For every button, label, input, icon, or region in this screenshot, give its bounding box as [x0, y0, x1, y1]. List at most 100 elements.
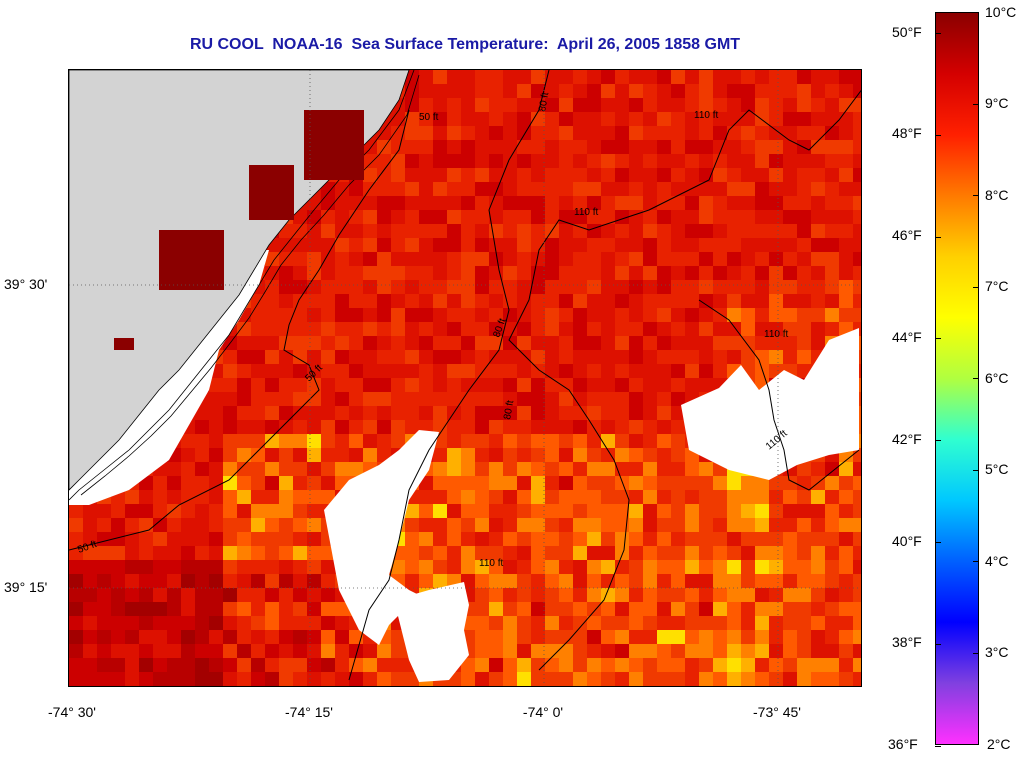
sst-cell [251, 518, 265, 532]
sst-cell [601, 504, 615, 518]
sst-cell [699, 490, 713, 504]
sst-cell [503, 616, 517, 630]
sst-cell [531, 602, 545, 616]
sst-cell [223, 490, 237, 504]
sst-cell [139, 602, 153, 616]
sst-cell [489, 84, 503, 98]
sst-cell [461, 140, 475, 154]
sst-cell [545, 98, 559, 112]
sst-cell [699, 672, 713, 686]
sst-cell [363, 434, 377, 448]
sst-cell [83, 588, 97, 602]
sst-cell [713, 168, 727, 182]
sst-cell [545, 294, 559, 308]
sst-cell [153, 672, 167, 686]
sst-cell [321, 364, 335, 378]
sst-cell [223, 672, 237, 686]
sst-cell [811, 182, 825, 196]
sst-cell [741, 336, 755, 350]
sst-cell [335, 252, 349, 266]
sst-cell [811, 238, 825, 252]
sst-cell [447, 126, 461, 140]
sst-cell [503, 602, 517, 616]
sst-cell [825, 182, 839, 196]
sst-cell [391, 266, 405, 280]
sst-cell [825, 616, 839, 630]
sst-cell [769, 336, 783, 350]
sst-cell [699, 280, 713, 294]
sst-cell [811, 280, 825, 294]
sst-cell [825, 504, 839, 518]
sst-cell [125, 574, 139, 588]
sst-cell [545, 392, 559, 406]
sst-cell [181, 672, 195, 686]
sst-cell [461, 294, 475, 308]
sst-cell [685, 588, 699, 602]
sst-cell [251, 462, 265, 476]
sst-cell [797, 168, 811, 182]
sst-cell [629, 392, 643, 406]
lat-label-3930: 39° 30' [4, 276, 48, 292]
sst-cell [825, 322, 839, 336]
sst-cell [517, 168, 531, 182]
sst-cell [769, 574, 783, 588]
sst-cell [195, 434, 209, 448]
sst-cell [559, 70, 573, 84]
sst-cell [405, 112, 419, 126]
sst-cell [671, 644, 685, 658]
sst-cell [769, 518, 783, 532]
sst-cell [601, 616, 615, 630]
sst-cell [797, 98, 811, 112]
sst-cell [853, 462, 861, 476]
sst-cell [629, 280, 643, 294]
sst-cell [671, 462, 685, 476]
sst-cell [839, 154, 853, 168]
sst-cell [391, 112, 405, 126]
sst-cell [335, 294, 349, 308]
sst-cell [559, 252, 573, 266]
sst-cell [713, 294, 727, 308]
sst-cell [601, 672, 615, 686]
sst-cell [755, 630, 769, 644]
sst-cell [629, 686, 643, 687]
cbar-c-5: 5°C [985, 461, 1009, 477]
sst-cell [139, 672, 153, 686]
sst-cell [853, 126, 861, 140]
sst-cell [419, 308, 433, 322]
sst-cell [825, 532, 839, 546]
sst-cell [447, 476, 461, 490]
sst-cell [601, 140, 615, 154]
sst-cell [377, 238, 391, 252]
sst-cell [335, 350, 349, 364]
sst-cell [671, 420, 685, 434]
sst-cell [713, 350, 727, 364]
sst-cell [363, 168, 377, 182]
sst-cell [853, 490, 861, 504]
sst-cell [419, 84, 433, 98]
sst-cell [713, 126, 727, 140]
sst-cell [279, 350, 293, 364]
sst-cell [125, 504, 139, 518]
sst-cell [657, 294, 671, 308]
cbar-f-50: 50°F [892, 24, 922, 40]
sst-cell [335, 672, 349, 686]
sst-cell [489, 182, 503, 196]
sst-cell [517, 98, 531, 112]
sst-cell [559, 462, 573, 476]
sst-cell [293, 308, 307, 322]
sst-cell [377, 658, 391, 672]
sst-cell [167, 616, 181, 630]
sst-cell [195, 476, 209, 490]
sst-cell [405, 672, 419, 686]
sst-cell [321, 280, 335, 294]
sst-cell [419, 168, 433, 182]
sst-cell [419, 224, 433, 238]
sst-cell [139, 532, 153, 546]
sst-cell [727, 224, 741, 238]
cbar-c-8: 8°C [985, 187, 1009, 203]
sst-cell [433, 378, 447, 392]
sst-cell [797, 616, 811, 630]
sst-cell [769, 476, 783, 490]
sst-cell [461, 448, 475, 462]
sst-map[interactable]: 50 ft 50 ft 50 ft 80 ft 80 ft 80 ft 110 … [68, 69, 862, 687]
